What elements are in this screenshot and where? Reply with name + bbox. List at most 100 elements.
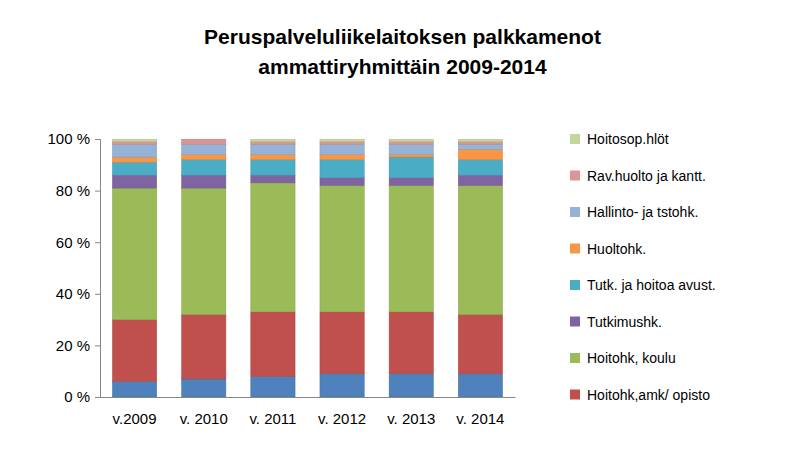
tick: 40 %	[56, 285, 100, 302]
tick-label: 20 %	[56, 337, 90, 354]
bar	[389, 142, 433, 145]
y-axis: 0 % 20 % 40 % 60 % 80 % 100 %	[47, 130, 100, 405]
legend-swatch	[570, 353, 580, 363]
tick-label: v. 2012	[318, 410, 366, 427]
legend-swatch	[570, 317, 580, 327]
legend-item: Hoitohk,amk/ opisto	[570, 387, 710, 403]
bar	[458, 175, 502, 185]
bar	[112, 142, 156, 145]
bar	[458, 314, 502, 373]
bar	[112, 139, 156, 142]
x-axis: v.2009 v. 2010 v. 2011 v. 2012 v. 2013 v. 201…	[101, 398, 516, 428]
bar	[251, 139, 295, 142]
tick: 100 %	[47, 130, 100, 147]
legend-item: Tutk. ja hoitoa avust.	[570, 277, 716, 293]
bar	[251, 144, 295, 154]
tick: v. 2013	[387, 410, 435, 427]
bar	[389, 374, 433, 397]
legend-label: Hallinto- ja tstohk.	[587, 204, 698, 220]
series	[112, 374, 502, 397]
tick: v. 2011	[249, 410, 296, 427]
tick-label: 60 %	[56, 234, 90, 251]
legend-item: Rav.huolto ja kantt.	[570, 168, 706, 184]
series	[112, 144, 502, 157]
tick-mark	[95, 345, 100, 346]
bar	[320, 185, 364, 311]
tick-mark	[95, 191, 100, 192]
tick-label: v. 2013	[387, 410, 435, 427]
legend-item: Tutkimushk.	[570, 314, 662, 330]
bar	[251, 175, 295, 183]
legend-item: Huoltohk.	[570, 241, 646, 257]
bar	[320, 374, 364, 397]
tick-label: v. 2014	[456, 410, 504, 427]
tick: 80 %	[56, 182, 100, 199]
bar	[182, 379, 226, 397]
tick: v.2009	[113, 410, 157, 427]
bar	[458, 144, 502, 149]
legend-swatch	[570, 134, 580, 144]
bar	[251, 154, 295, 159]
bar	[182, 144, 226, 154]
bar	[182, 139, 226, 144]
legend-label: Hoitosop.hlöt	[587, 131, 669, 147]
series	[112, 183, 502, 320]
series	[112, 149, 502, 162]
legend-swatch	[570, 390, 580, 400]
bar	[389, 144, 433, 154]
series	[112, 312, 502, 382]
bar	[320, 160, 364, 178]
legend-item: Hoitosop.hlöt	[570, 131, 669, 147]
tick: 0 %	[64, 388, 100, 405]
bar	[458, 160, 502, 175]
bar	[112, 175, 156, 188]
legend-label: Tutk. ja hoitoa avust.	[587, 277, 716, 293]
bar	[458, 185, 502, 314]
bar	[112, 382, 156, 397]
bar	[112, 157, 156, 162]
tick-label: 0 %	[64, 388, 90, 405]
tick: v. 2010	[180, 410, 228, 427]
bar	[389, 139, 433, 142]
legend-swatch	[570, 244, 580, 254]
legend: Hoitosop.hlöt Rav.huolto ja kantt. Hallint…	[570, 131, 716, 403]
tick-label: v. 2010	[180, 410, 228, 427]
bar	[182, 139, 226, 140]
bar	[251, 312, 295, 377]
tick-mark	[95, 242, 100, 243]
bar	[182, 160, 226, 175]
tick-label: 40 %	[56, 285, 90, 302]
bar	[112, 188, 156, 320]
bar	[251, 183, 295, 312]
bar	[320, 142, 364, 145]
bar	[389, 157, 433, 178]
series	[112, 139, 502, 144]
tick: 20 %	[56, 337, 100, 354]
axis-line	[101, 397, 516, 398]
bar	[320, 178, 364, 186]
tick-mark	[95, 139, 100, 140]
tick-label: 100 %	[47, 130, 90, 147]
legend-label: Huoltohk.	[587, 241, 646, 257]
tick-label: 80 %	[56, 182, 90, 199]
bar	[320, 144, 364, 154]
bars	[112, 139, 502, 397]
bar	[112, 144, 156, 157]
bar	[458, 142, 502, 145]
legend-label: Tutkimushk.	[587, 314, 662, 330]
bar	[251, 142, 295, 145]
legend-label: Hoitohk,amk/ opisto	[587, 387, 710, 403]
bar	[112, 320, 156, 382]
legend-label: Hoitohk, koulu	[587, 350, 676, 366]
tick-mark	[95, 294, 100, 295]
tick-label: v.2009	[113, 410, 157, 427]
plot: 0 % 20 % 40 % 60 % 80 % 100 % v.2009 v. 2010 v. …	[47, 130, 515, 427]
legend-swatch	[570, 207, 580, 217]
bar	[320, 312, 364, 374]
axis-line	[95, 140, 101, 398]
bar	[389, 185, 433, 311]
legend-label: Rav.huolto ja kantt.	[587, 168, 706, 184]
series	[112, 139, 502, 142]
bar	[458, 149, 502, 159]
series	[112, 175, 502, 188]
